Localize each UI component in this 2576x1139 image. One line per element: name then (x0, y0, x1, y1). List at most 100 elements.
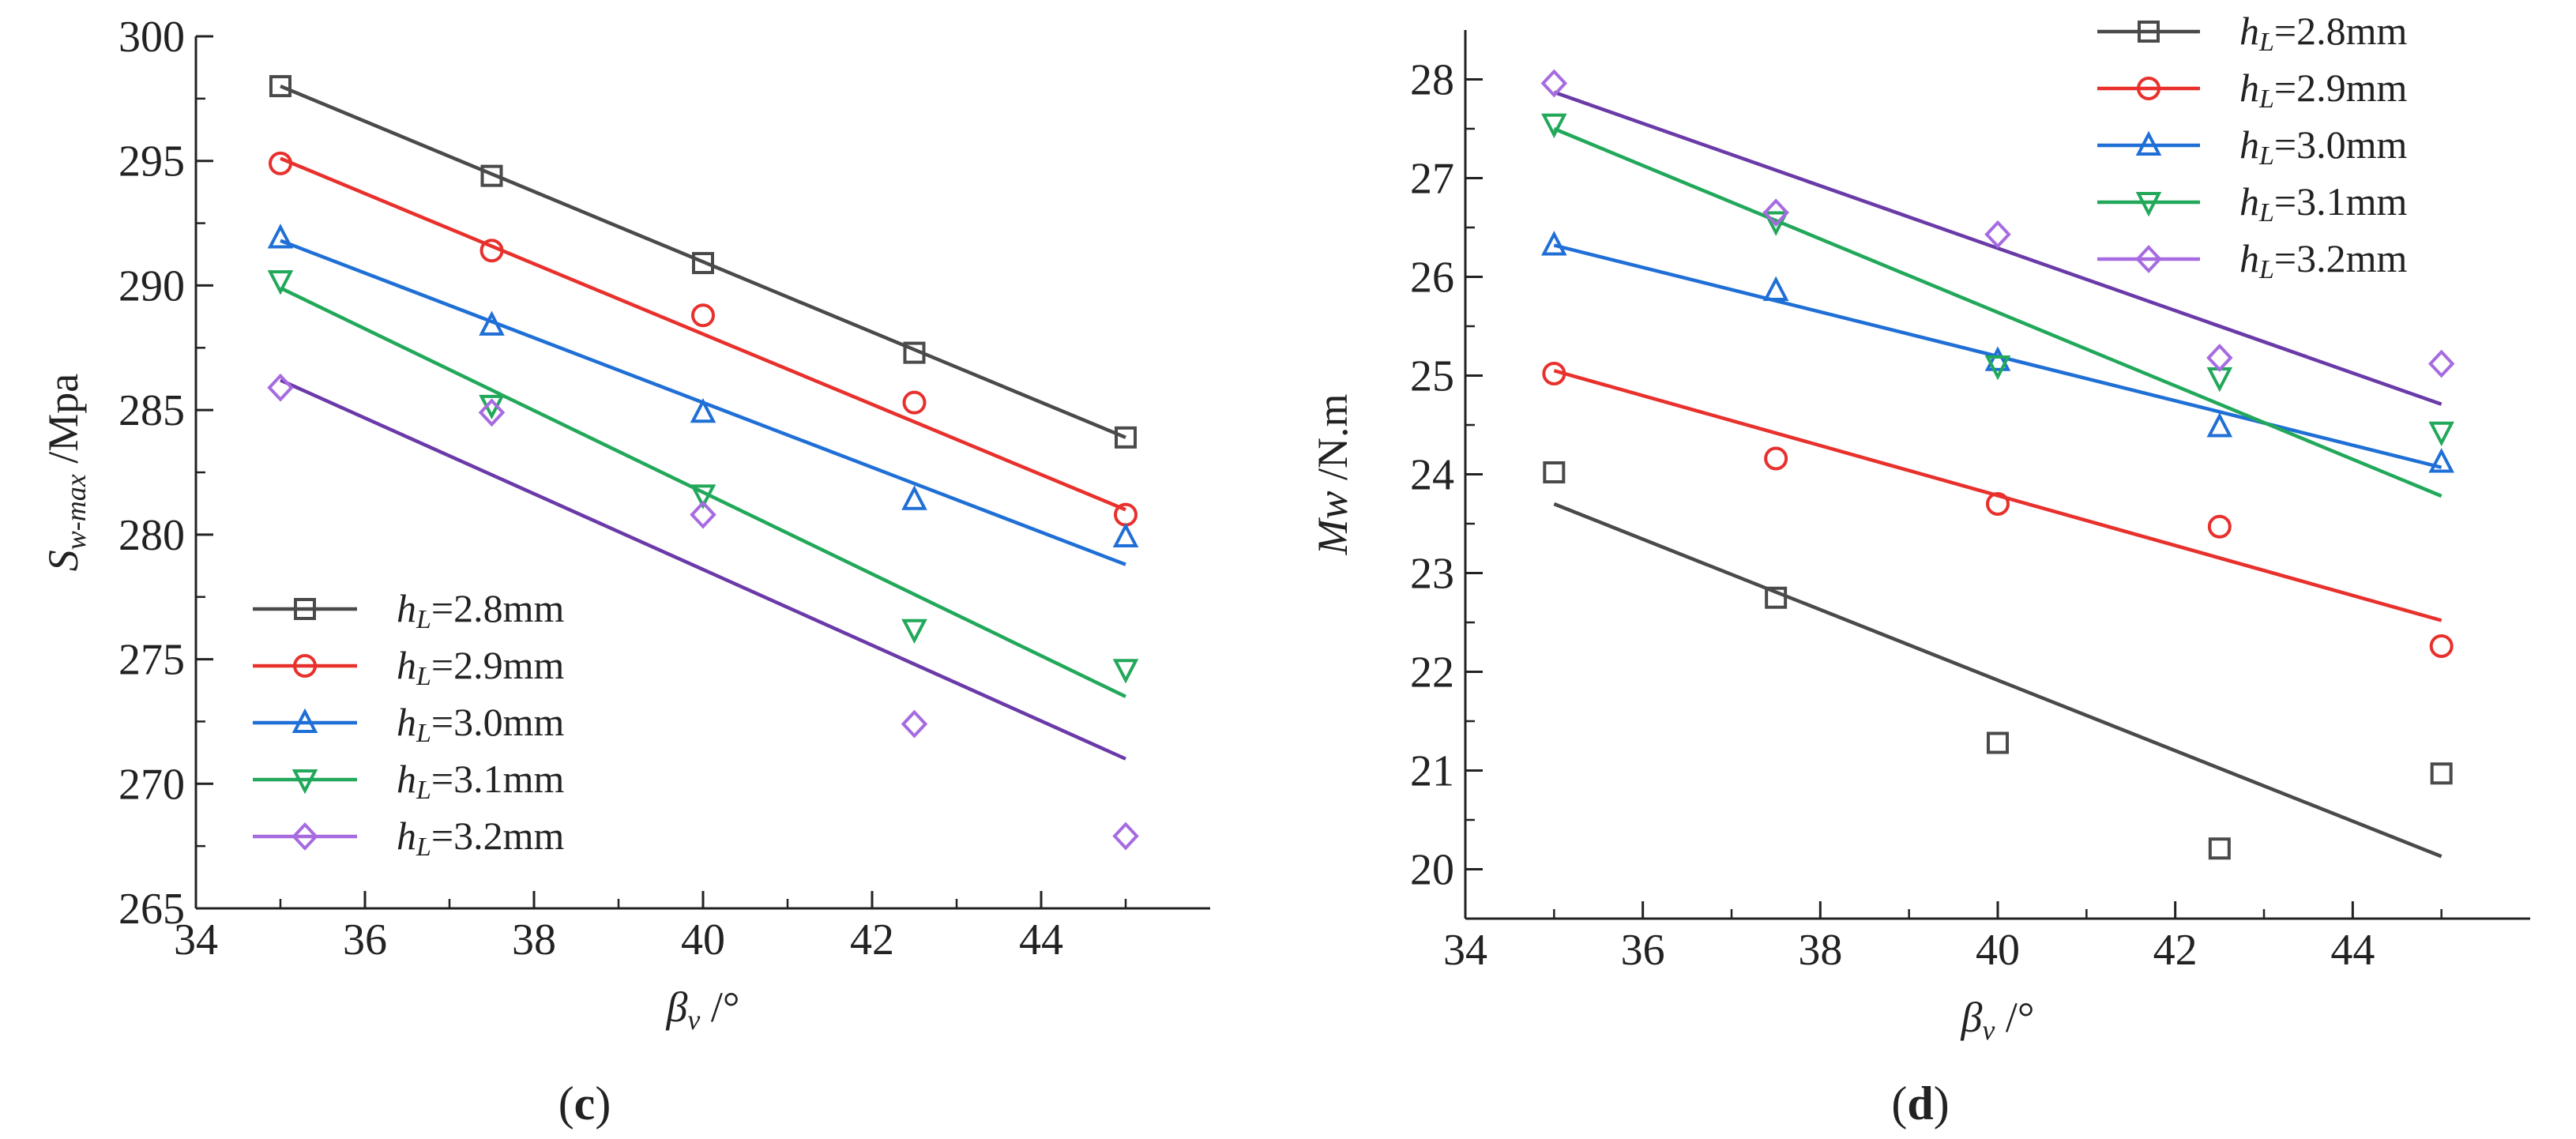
data-point (2427, 349, 2455, 378)
legend-marker (2137, 77, 2160, 100)
data-point (1984, 355, 2011, 381)
data-point (479, 239, 504, 263)
legend-marker (293, 654, 317, 678)
data-point (1986, 492, 2010, 516)
y-tick-label: 23 (1410, 550, 1454, 599)
legend-label: hL=3.0mm (2239, 122, 2408, 171)
data-point (480, 164, 503, 187)
data-point (1541, 113, 1567, 139)
data-point (478, 398, 506, 427)
series-triangle-up (267, 224, 1139, 566)
x-tick-label: 44 (2330, 926, 2375, 975)
legend-label: hL=2.8mm (397, 586, 565, 634)
panel-label: (d) (1891, 1077, 1949, 1130)
data-point (1114, 502, 1138, 527)
x-axis-label: βv /° (1961, 994, 2035, 1046)
legend-marker (2135, 130, 2162, 156)
legend: hL=2.8mm hL=2.9mm hL=3.0mm hL=3.1mm hL=3.2mm (253, 586, 565, 862)
legend-marker (2138, 21, 2160, 43)
fit-line (1553, 126, 2442, 498)
data-point (901, 618, 927, 645)
y-tick-label: 21 (1410, 747, 1454, 796)
series-diamond (267, 373, 1139, 851)
x-tick-label: 40 (681, 915, 725, 964)
y-tick-label: 28 (1410, 56, 1454, 105)
x-tick-label: 36 (1621, 926, 1665, 975)
data-point (902, 390, 927, 415)
x-tick-label: 34 (174, 915, 218, 964)
y-tick-label: 290 (118, 261, 185, 310)
y-tick-label: 275 (118, 636, 185, 685)
series-square (269, 75, 1137, 449)
x-tick-label: 38 (512, 915, 556, 964)
data-point (1762, 276, 1789, 301)
legend-label: hL=3.2mm (2239, 236, 2408, 284)
data-point (2429, 634, 2454, 658)
data-point (267, 224, 294, 249)
data-point (2428, 448, 2454, 473)
legend-label: hL=2.9mm (397, 643, 565, 691)
y-tick-label: 22 (1410, 648, 1454, 697)
data-point (1543, 461, 1566, 483)
panel-label: (c) (558, 1077, 611, 1130)
data-point (1542, 362, 1566, 385)
data-point (1984, 346, 2011, 371)
series-circle (269, 151, 1138, 527)
data-point (267, 270, 294, 295)
data-point (903, 341, 926, 364)
y-tick-label: 20 (1410, 846, 1454, 895)
legend-marker (2135, 245, 2162, 273)
data-point (901, 485, 927, 510)
data-point (690, 500, 716, 529)
x-tick-label: 42 (850, 915, 894, 964)
x-tick-label: 40 (1976, 926, 2020, 975)
data-point (2207, 514, 2232, 539)
legend-marker (291, 708, 318, 733)
data-point (690, 397, 716, 423)
y-tick-label: 270 (118, 760, 185, 809)
data-point (1987, 731, 2009, 754)
data-point (901, 709, 928, 739)
fit-line (1553, 502, 2442, 859)
fit-line (280, 286, 1126, 698)
chart-panel-d: 20 21 22 23 24 25 26 27 28 34 36 38 40 42 44 βv /° Mw /N… (1309, 9, 2530, 1130)
series-diamond (1540, 69, 2455, 406)
x-axis-label: βv /° (666, 983, 740, 1036)
y-tick-label: 26 (1410, 254, 1454, 303)
y-tick-label: 265 (118, 885, 185, 934)
data-point (2206, 412, 2233, 438)
legend-label: hL=2.9mm (2239, 66, 2408, 114)
data-point (1984, 220, 2011, 249)
data-point (1112, 522, 1139, 548)
data-point (1762, 198, 1789, 227)
legend-label: hL=3.0mm (397, 700, 565, 748)
data-point (1540, 69, 1568, 98)
series-circle (1542, 362, 2454, 658)
data-point (2206, 344, 2233, 372)
data-point (1764, 446, 1788, 471)
data-point (2208, 837, 2231, 860)
y-tick-label: 27 (1410, 155, 1454, 204)
y-tick-label: 24 (1410, 451, 1454, 500)
data-point (1112, 821, 1139, 851)
data-point (1115, 426, 1137, 449)
x-tick-label: 44 (1019, 915, 1063, 964)
series-square (1543, 461, 2453, 860)
x-tick-label: 42 (2153, 926, 2198, 975)
x-tick-label: 38 (1798, 926, 1842, 975)
fit-line (280, 156, 1126, 512)
chart-panel-c: 265 270 275 280 285 290 295 300 34 36 38 40 42 44 βv /… (39, 13, 1210, 1130)
legend-label: hL=3.2mm (397, 814, 565, 862)
legend-label: hL=2.8mm (2239, 9, 2408, 57)
y-tick-label: 280 (118, 511, 185, 560)
data-point (2428, 421, 2454, 447)
series-triangle-down (1541, 113, 2454, 498)
fit-line (280, 85, 1126, 439)
data-point (2430, 762, 2453, 785)
y-axis-label: Mw /N.m (1309, 393, 1356, 555)
fit-line (1553, 369, 2442, 622)
legend-marker (291, 822, 318, 851)
data-point (1762, 211, 1789, 236)
data-point (691, 303, 715, 328)
